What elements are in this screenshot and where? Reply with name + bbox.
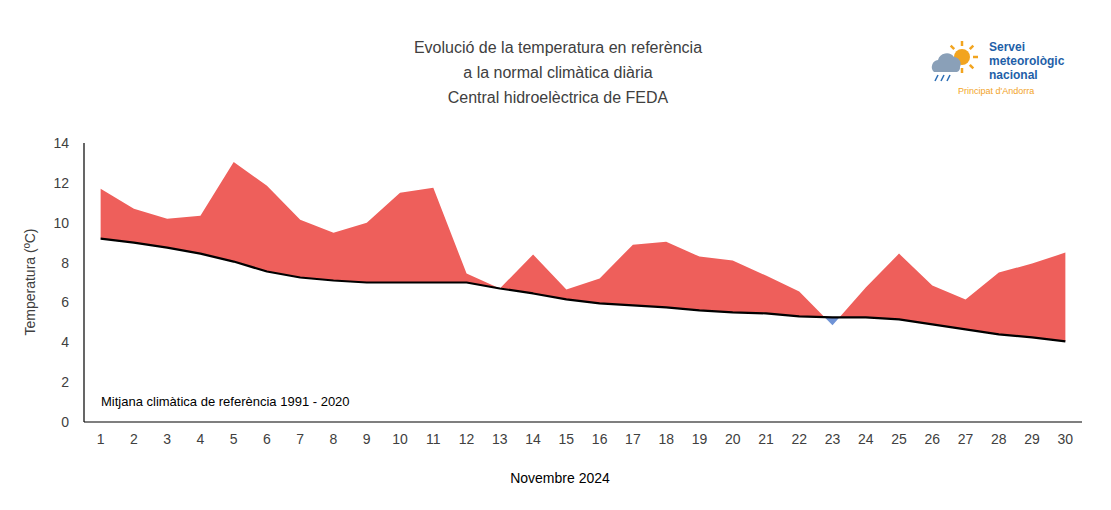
x-tick-label: 1 (97, 431, 105, 447)
x-tick-label: 10 (392, 431, 408, 447)
x-tick-label: 23 (825, 431, 841, 447)
logo-ray (961, 68, 964, 73)
area-below (101, 162, 1066, 341)
below-group (101, 162, 1066, 341)
x-tick-label: 28 (991, 431, 1007, 447)
y-tick-label: 0 (61, 414, 69, 430)
normal-line (101, 239, 1066, 342)
chart: Evolució de la temperatura en referència… (0, 0, 1111, 510)
x-tick-label: 29 (1024, 431, 1040, 447)
logo-cloud (932, 53, 961, 72)
y-axis (83, 143, 84, 422)
x-tick-label: 13 (492, 431, 508, 447)
x-tick-label: 7 (296, 431, 304, 447)
x-tick-label: 19 (692, 431, 708, 447)
area-above (101, 162, 1066, 341)
logo-text: Servei (989, 40, 1025, 54)
x-tick-label: 14 (525, 431, 541, 447)
x-tick-label: 4 (197, 431, 205, 447)
x-tick-label: 15 (559, 431, 575, 447)
x-tick-label: 18 (658, 431, 674, 447)
x-tick-label: 22 (791, 431, 807, 447)
above-group (101, 162, 1066, 341)
x-tick-label: 30 (1058, 431, 1074, 447)
y-tick-label: 14 (53, 135, 69, 151)
x-tick-label: 6 (263, 431, 271, 447)
logo-text: meteorològic (989, 54, 1065, 68)
y-tick-label: 10 (53, 215, 69, 231)
logo-subtitle: Principat d'Andorra (958, 86, 1034, 96)
y-tick-label: 12 (53, 175, 69, 191)
logo: Serveimeteorològicnacional Principat d'An… (932, 40, 1065, 96)
annotation: Mitjana climàtica de referència 1991 - 2… (101, 394, 350, 409)
logo-rain (947, 75, 950, 81)
subtitle: Central hidroelèctrica de FEDA (448, 89, 669, 106)
title: a la normal climàtica diària (463, 64, 653, 81)
logo-ray (951, 46, 955, 50)
x-tick-label: 16 (592, 431, 608, 447)
y-tick-label: 4 (61, 334, 69, 350)
x-tick-label: 11 (426, 431, 441, 447)
x-axis-title: Novembre 2024 (510, 470, 610, 486)
x-tick-label: 17 (625, 431, 641, 447)
x-tick-label: 21 (758, 431, 774, 447)
x-tick-label: 20 (725, 431, 741, 447)
logo-ray (970, 65, 974, 69)
x-tick-label: 5 (230, 431, 238, 447)
y-tick-label: 6 (61, 294, 69, 310)
x-tick-label: 24 (858, 431, 874, 447)
x-axis (84, 421, 1082, 422)
logo-ray (970, 46, 974, 50)
x-tick-label: 8 (330, 431, 338, 447)
x-tick-label: 12 (459, 431, 475, 447)
y-tick-label: 8 (61, 255, 69, 271)
plot-area (101, 162, 1066, 341)
y-axis-title: Temperatura (ºC) (22, 228, 38, 335)
y-tick-label: 2 (61, 374, 69, 390)
logo-rain (935, 75, 938, 81)
logo-rain (941, 75, 944, 81)
logo-text: nacional (989, 68, 1038, 82)
logo-ray (973, 56, 978, 59)
x-tick-label: 2 (130, 431, 138, 447)
x-tick-label: 25 (891, 431, 907, 447)
title: Evolució de la temperatura en referència (414, 39, 702, 56)
x-tick-label: 9 (363, 431, 371, 447)
x-tick-label: 27 (958, 431, 974, 447)
x-tick-label: 3 (163, 431, 171, 447)
x-tick-label: 26 (925, 431, 941, 447)
logo-ray (961, 41, 964, 46)
